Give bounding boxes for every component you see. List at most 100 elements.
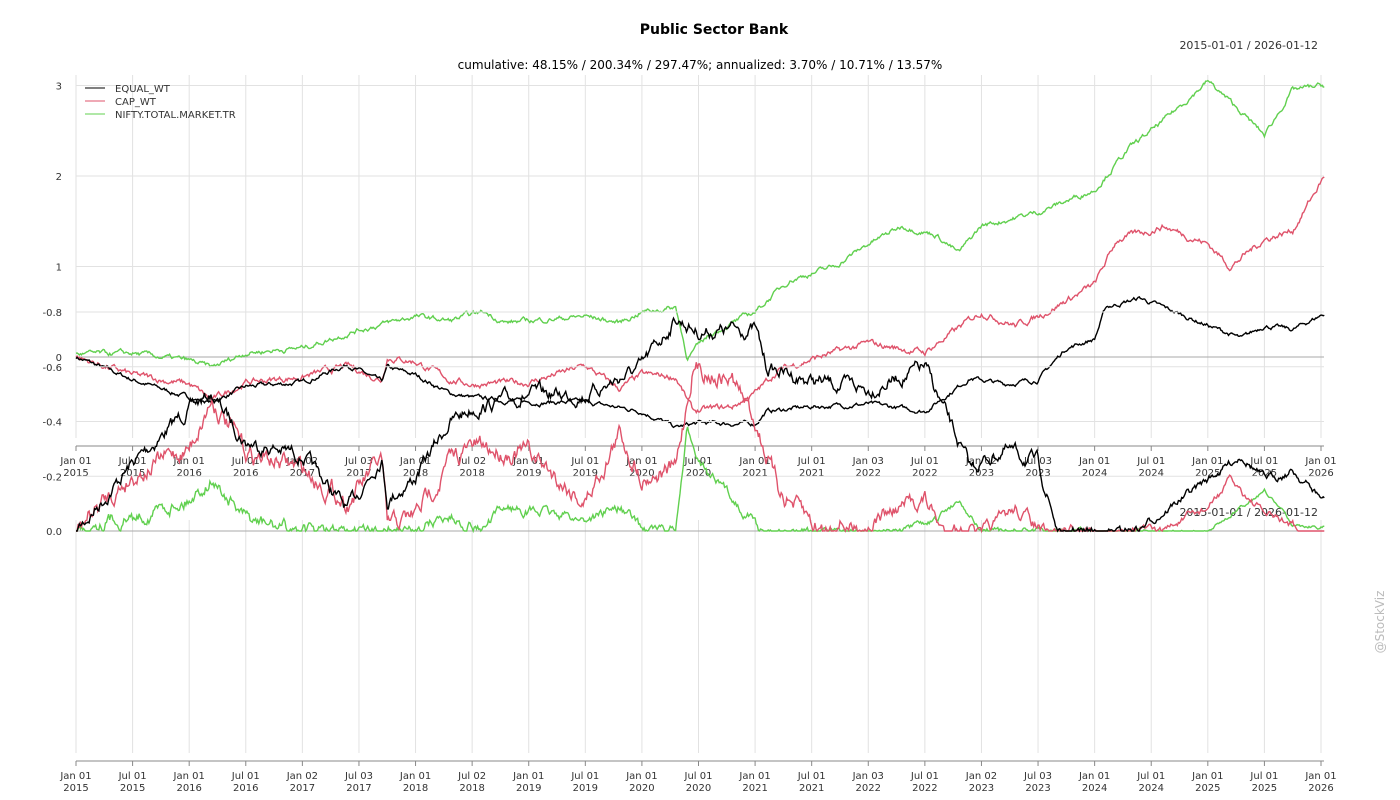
x-tick-label: 2022	[856, 783, 881, 794]
x-tick-label: Jan 01	[59, 771, 91, 782]
drawdown-line-cap_wt	[76, 362, 1325, 534]
legend-label: NIFTY.TOTAL.MARKET.TR	[115, 110, 236, 121]
x-tick-label: 2024	[1082, 783, 1107, 794]
chart-title: Public Sector Bank	[640, 22, 789, 38]
x-tick-label: 2020	[629, 783, 654, 794]
x-tick-label: 2025	[1195, 783, 1220, 794]
x-tick-label: Jul 03	[344, 456, 373, 467]
x-tick-label: Jul 01	[910, 771, 939, 782]
x-tick-label: Jul 03	[344, 771, 373, 782]
x-tick-label: Jan 01	[1191, 771, 1223, 782]
y-tick-label: 3	[56, 82, 62, 93]
x-tick-label: 2015	[120, 783, 145, 794]
y-tick-label: 0	[56, 353, 62, 364]
x-tick-label: Jul 01	[570, 771, 599, 782]
x-tick-label: 2021	[799, 783, 824, 794]
x-tick-label: 2016	[176, 468, 201, 479]
x-tick-label: 2026	[1308, 468, 1333, 479]
x-tick-label: Jan 01	[1304, 771, 1336, 782]
x-tick-label: 2023	[969, 783, 994, 794]
x-tick-label: 2022	[912, 783, 937, 794]
x-tick-label: 2022	[856, 468, 881, 479]
x-tick-label: Jan 01	[1078, 456, 1110, 467]
x-tick-label: 2019	[573, 783, 598, 794]
x-tick-label: Jan 01	[173, 771, 205, 782]
x-tick-label: Jul 01	[118, 771, 147, 782]
x-tick-label: 2018	[403, 783, 428, 794]
x-tick-label: 2024	[1139, 783, 1164, 794]
x-tick-label: 2019	[573, 468, 598, 479]
y-tick-label: -0.4	[42, 418, 62, 429]
legend-label: CAP_WT	[115, 97, 157, 108]
x-tick-label: Jul 01	[797, 456, 826, 467]
x-tick-label: Jan 03	[852, 456, 884, 467]
x-tick-label: 2015	[63, 468, 88, 479]
x-tick-label: Jan 02	[965, 456, 997, 467]
x-tick-label: Jan 01	[399, 456, 431, 467]
x-tick-label: Jan 03	[852, 771, 884, 782]
x-tick-label: Jul 01	[684, 771, 713, 782]
x-tick-label: 2023	[969, 468, 994, 479]
x-tick-label: Jan 01	[1304, 456, 1336, 467]
x-tick-label: 2017	[346, 468, 371, 479]
legend-label: EQUAL_WT	[115, 84, 171, 95]
x-tick-label: Jul 01	[1249, 771, 1278, 782]
x-tick-label: 2025	[1195, 468, 1220, 479]
x-tick-label: Jul 03	[1023, 771, 1052, 782]
x-tick-label: 2022	[912, 468, 937, 479]
y-tick-label: -0.8	[42, 308, 62, 319]
y-tick-label: -0.2	[42, 472, 62, 483]
x-tick-label: Jan 01	[399, 771, 431, 782]
x-tick-label: Jan 02	[286, 771, 318, 782]
x-tick-label: Jan 01	[625, 771, 657, 782]
x-tick-label: 2023	[1025, 468, 1050, 479]
x-tick-label: Jul 01	[1249, 456, 1278, 467]
series-line-equal_wt	[75, 296, 1325, 429]
x-tick-label: Jan 01	[625, 456, 657, 467]
x-tick-label: 2016	[176, 783, 201, 794]
legend: EQUAL_WT CAP_WT NIFTY.TOTAL.MARKET.TR	[85, 84, 236, 121]
x-tick-label: Jan 01	[512, 771, 544, 782]
x-tick-label: Jan 01	[59, 456, 91, 467]
x-tick-label: Jul 02	[457, 456, 486, 467]
x-tick-label: Jan 01	[738, 771, 770, 782]
chart-subtitle: cumulative: 48.15% / 200.34% / 297.47%; …	[458, 58, 943, 72]
x-tick-label: 2019	[516, 783, 541, 794]
x-tick-label: 2026	[1308, 783, 1333, 794]
y-tick-label: 2	[56, 172, 62, 183]
drawdown-line-equal_wt	[76, 316, 1325, 533]
x-tick-label: Jul 01	[797, 771, 826, 782]
x-tick-label: 2025	[1252, 783, 1277, 794]
y-tick-label: 1	[56, 263, 62, 274]
x-tick-label: 2017	[346, 783, 371, 794]
x-tick-label: 2020	[686, 783, 711, 794]
x-tick-label: 2015	[120, 468, 145, 479]
x-tick-label: 2015	[63, 783, 88, 794]
x-tick-label: Jan 01	[1191, 456, 1223, 467]
x-tick-label: 2021	[799, 468, 824, 479]
x-tick-label: Jan 01	[738, 456, 770, 467]
x-tick-label: 2017	[290, 468, 315, 479]
x-tick-label: 2023	[1025, 783, 1050, 794]
x-tick-label: 2018	[459, 468, 484, 479]
x-tick-label: Jul 03	[1023, 456, 1052, 467]
x-tick-label: 2021	[742, 783, 767, 794]
x-tick-label: 2018	[403, 468, 428, 479]
y-tick-label: 0.0	[46, 527, 62, 538]
x-tick-label: 2020	[629, 468, 654, 479]
x-tick-label: 2020	[686, 468, 711, 479]
x-tick-label: 2021	[742, 468, 767, 479]
x-tick-label: Jul 01	[570, 456, 599, 467]
series-line-cap_wt	[75, 176, 1325, 415]
x-tick-label: Jan 02	[965, 771, 997, 782]
watermark: @StockViz	[1373, 591, 1387, 654]
x-tick-label: 2024	[1082, 468, 1107, 479]
x-tick-label: Jul 02	[457, 771, 486, 782]
x-tick-label: Jan 01	[512, 456, 544, 467]
x-tick-label: 2018	[459, 783, 484, 794]
x-tick-label: Jan 01	[1078, 771, 1110, 782]
x-tick-label: Jul 01	[1136, 456, 1165, 467]
x-tick-label: 2024	[1139, 468, 1164, 479]
